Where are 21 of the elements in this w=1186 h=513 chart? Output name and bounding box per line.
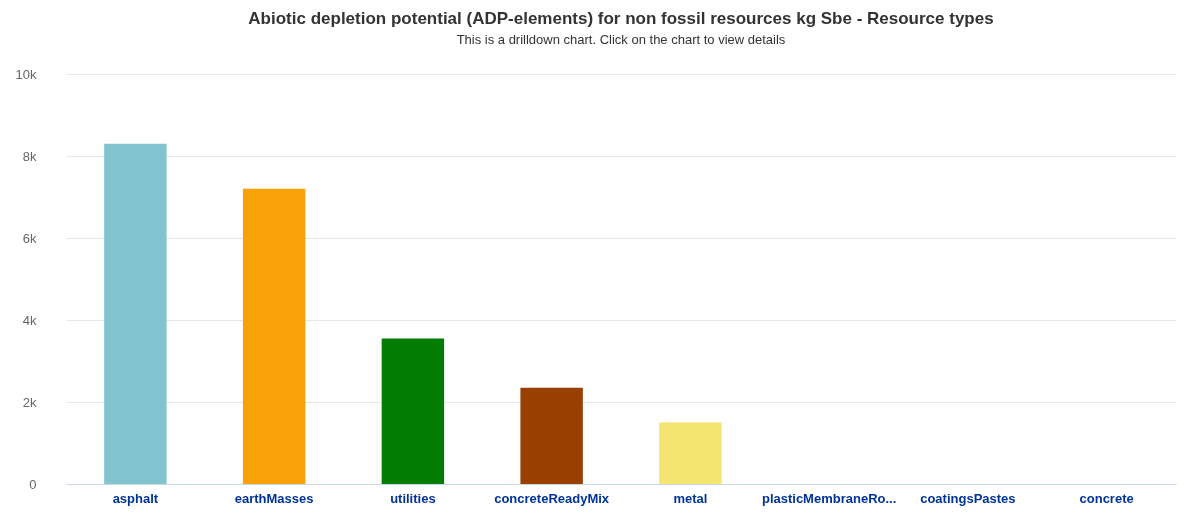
x-tick-label: metal [673,490,708,506]
bar [381,338,445,484]
y-tick-label: 2k [22,394,37,410]
y-tick-label: 10k [15,66,37,82]
y-tick-label: 8k [22,148,37,164]
bar [659,422,722,484]
y-tick-label: 0 [29,476,37,492]
bar [104,143,167,484]
x-tick-label: earthMasses [234,490,314,506]
chart-subtitle: This is a drilldown chart. Click on the chart to view details [456,32,786,47]
x-tick-label: asphalt [112,490,159,506]
x-tick-label: coatingsPastes [920,490,1016,506]
chart-title: Abiotic depletion potential (ADP-elements) for non fossil resources kg Sbe - Resource types [248,9,994,28]
y-tick-label: 6k [22,230,37,246]
x-tick-label: plasticMembraneRo... [761,490,897,506]
x-tick-label: concrete [1079,490,1134,506]
bar [520,387,583,484]
y-tick-label: 4k [22,312,37,328]
bar [242,188,306,484]
x-tick-label: utilities [390,490,436,506]
x-tick-label: concreteReadyMix [494,490,610,506]
